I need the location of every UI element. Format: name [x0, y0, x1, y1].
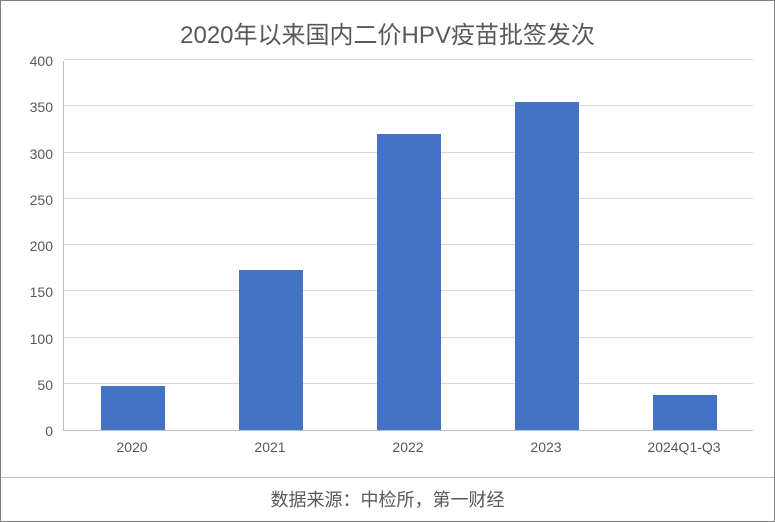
y-tick-label: 300 — [1, 146, 53, 162]
bar — [515, 102, 578, 430]
bar — [239, 270, 302, 430]
x-tick-label: 2021 — [254, 439, 285, 455]
bars-layer — [64, 61, 753, 430]
y-tick-label: 350 — [1, 99, 53, 115]
x-tick-label: 2023 — [530, 439, 561, 455]
x-tick-label: 2022 — [392, 439, 423, 455]
bar — [653, 395, 716, 430]
bar — [101, 386, 164, 430]
y-tick-label: 400 — [1, 53, 53, 69]
y-tick-label: 150 — [1, 284, 53, 300]
x-tick-label: 2024Q1-Q3 — [647, 439, 720, 455]
plot-area — [63, 61, 753, 431]
source-line: 数据来源：中检所，第一财经 — [1, 477, 774, 521]
bar-chart: 2020年以来国内二价HPV疫苗批签发次 0 50 100 150 200 250 300 3… — [0, 0, 775, 522]
y-tick-label: 200 — [1, 238, 53, 254]
bar — [377, 134, 440, 430]
y-tick-label: 250 — [1, 192, 53, 208]
chart-title: 2020年以来国内二价HPV疫苗批签发次 — [1, 15, 774, 50]
y-tick-label: 0 — [1, 423, 53, 439]
y-tick-label: 100 — [1, 331, 53, 347]
gridline — [64, 59, 753, 60]
x-tick-label: 2020 — [116, 439, 147, 455]
y-tick-label: 50 — [1, 377, 53, 393]
